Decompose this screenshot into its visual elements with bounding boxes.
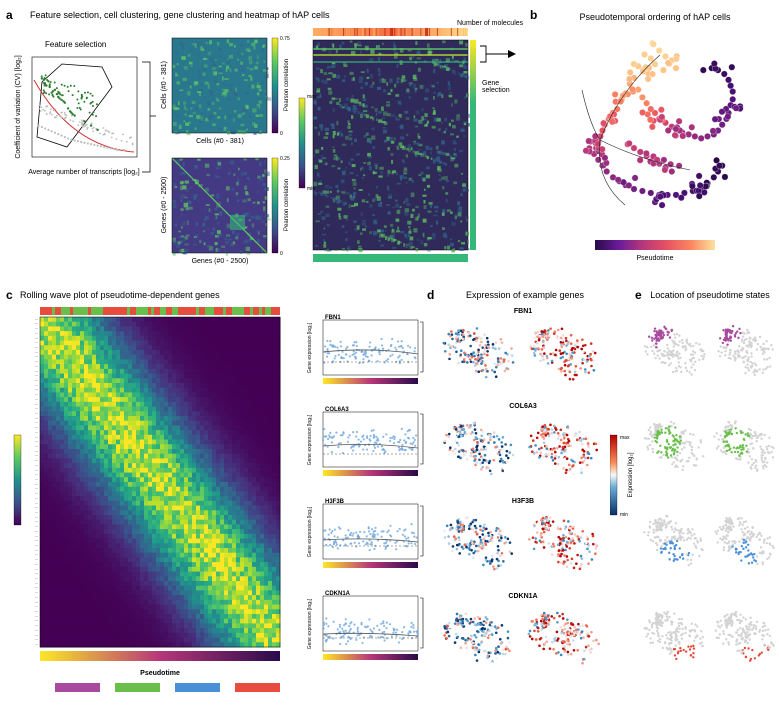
cell-matrix-ylabel: Cells (#0 - 381) (161, 61, 168, 109)
svg-text:0: 0 (280, 131, 283, 137)
d-tsne-FBN1-0 (438, 318, 520, 396)
d-gene-title-COL6A3: COL6A3 (438, 403, 608, 410)
cell-cbar-label: Pearson correlation (284, 59, 290, 111)
b-cbar-label: Pseudotime (637, 255, 674, 260)
heatmap-max: max (307, 94, 317, 100)
genemat-max: 0.25 (280, 156, 290, 162)
d-tsne-COL6A3-1 (523, 413, 605, 491)
gene-cbar-label: Pearson correlation (284, 179, 290, 231)
gene-selection-label: Gene selection (482, 80, 510, 94)
feature-selection-scatter: Average number of transcripts [log₂] Coe… (12, 52, 142, 182)
d-gene-title-H3F3B: H3F3B (438, 498, 608, 505)
e-tsne-state3-1 (710, 603, 779, 681)
bracket-1 (140, 60, 158, 175)
expression-heatmap: Gene expression [log₂] max min max (295, 28, 505, 268)
panel-d-label: d (427, 288, 434, 302)
panel-b-title: Pseudotemporal ordering of hAP cells (545, 12, 765, 22)
d-gene-title-FBN1: FBN1 (438, 308, 608, 315)
gene-scatter-CDKN1A: CDKN1AGene expression [log₂] (305, 588, 425, 673)
panel-b-label: b (530, 8, 537, 22)
cell-matrix-xlabel: Cells (#0 - 381) (196, 138, 244, 145)
d-tsne-H3F3B-0 (438, 508, 520, 586)
d-tsne-CDKN1A-0 (438, 603, 520, 681)
gene-scatter-COL6A3: COL6A3Gene expression [log₂] (305, 404, 425, 489)
gene-selection-arrow (478, 44, 518, 84)
c-xlabel: Pseudotime (140, 670, 180, 677)
fs-ylabel: Coefficient of variation (CV) [log₂] (15, 55, 22, 158)
heatmap-min: min (307, 186, 315, 192)
e-tsne-state0-0 (640, 318, 710, 396)
d-tsne-CDKN1A-1 (523, 603, 605, 681)
gene-correlation-matrix: Pearson correlation 0.25 0 Genes (#0 - 2… (160, 150, 290, 265)
panel-a-label: a (6, 8, 13, 22)
rolling-wave-heatmap: ————————————————————————————————————————… (10, 305, 305, 695)
e-tsne-state0-1 (710, 318, 779, 396)
panel-e-title: Location of pseudotime states (640, 290, 779, 300)
e-tsne-state2-1 (710, 508, 779, 586)
cellmat-max: 0.75 (280, 36, 290, 42)
svg-text:0: 0 (280, 251, 283, 257)
d-gene-title-CDKN1A: CDKN1A (438, 593, 608, 600)
panel-c-title: Rolling wave plot of pseudotime-dependen… (20, 290, 300, 300)
e-tsne-state1-0 (640, 413, 710, 491)
d-min: min (620, 512, 628, 518)
e-tsne-state1-1 (710, 413, 779, 491)
d-colorbar: max min Expression [log₂] (610, 430, 636, 520)
e-tsne-state2-0 (640, 508, 710, 586)
fs-xlabel: Average number of transcripts [log₂] (28, 169, 140, 176)
gene-scatter-H3F3B: H3F3BGene expression [log₂] (305, 496, 425, 581)
cell-correlation-matrix: Pearson correlation 0.75 0 Cells (#0 - 3… (160, 30, 290, 145)
pseudotime-tsne: Pseudotime (540, 30, 770, 260)
d-tsne-FBN1-1 (523, 318, 605, 396)
panel-d-title: Expression of example genes (440, 290, 610, 300)
d-max: max (620, 435, 630, 441)
gene-scatter-FBN1: FBN1Gene expression [log₂] (305, 312, 425, 397)
feature-selection-label: Feature selection (45, 40, 106, 49)
gene-matrix-xlabel: Genes (#0 - 2500) (192, 258, 249, 265)
panel-a-title: Feature selection, cell clustering, gene… (30, 10, 430, 20)
d-tsne-H3F3B-1 (523, 508, 605, 586)
e-tsne-state3-0 (640, 603, 710, 681)
gene-matrix-ylabel: Genes (#0 - 2500) (161, 177, 168, 234)
d-tsne-COL6A3-0 (438, 413, 520, 491)
d-cbar-label: Expression [log₂] (628, 452, 634, 497)
nmolecules-label: Number of molecules (457, 20, 523, 27)
panel-c-label: c (6, 288, 13, 302)
